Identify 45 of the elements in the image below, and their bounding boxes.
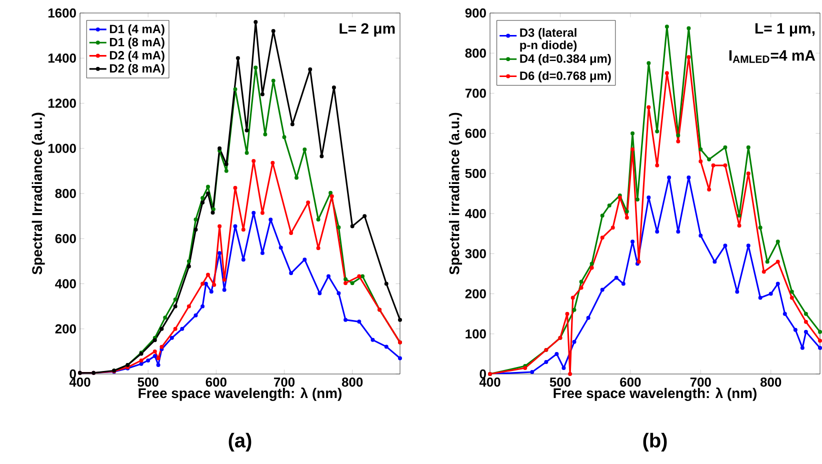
- y-tick-label: 400: [55, 279, 76, 288]
- x-tick-label: 400: [69, 378, 90, 387]
- legend-label: D3 (lateral p-n diode): [520, 28, 577, 52]
- x-tick-label: 700: [690, 378, 711, 387]
- y-tick-label: 100: [466, 329, 486, 338]
- text: (b): [643, 432, 667, 452]
- y-tick-label: 0: [480, 369, 486, 379]
- legend-label: D1 (8 mA): [110, 38, 164, 49]
- y-tick-label: 900: [465, 8, 486, 18]
- y-tick-label: 800: [55, 188, 76, 198]
- x-tick-label: 800: [342, 378, 363, 387]
- y-tick-label: 600: [55, 234, 76, 244]
- x-tick-label: 800: [760, 378, 782, 387]
- y-tick-label: 1000: [48, 144, 76, 153]
- x-tick-label: 600: [620, 378, 641, 387]
- annotation: I$_{AMLED}$=4 mA: [729, 50, 816, 63]
- y-tick-label: 1200: [48, 98, 76, 108]
- y-tick-label: 300: [465, 249, 486, 258]
- text: (a): [228, 432, 252, 452]
- x-tick-label: 400: [479, 378, 500, 387]
- y-tick-label: 200: [465, 289, 486, 298]
- x-axis-title: Free space wavelength: λ (nm): [138, 388, 342, 401]
- x-tick-label: 500: [138, 378, 158, 387]
- y-tick-label: 700: [465, 88, 486, 98]
- legend-label: D2 (4 mA): [110, 50, 164, 62]
- y-tick-label: 800: [465, 48, 486, 58]
- y-axis-title: Spectral irradiance (a.u.): [449, 112, 462, 274]
- y-tick-label: 200: [55, 324, 76, 334]
- x-tick-label: 700: [274, 378, 295, 387]
- legend-label: D2 (8 mA): [110, 64, 164, 75]
- y-tick-label: 1600: [48, 8, 76, 18]
- x-tick-label: 600: [206, 378, 226, 387]
- y-tick-label: 0: [70, 369, 76, 379]
- annotation: L= 2 μm: [340, 23, 395, 37]
- y-tick-label: 500: [465, 168, 486, 178]
- legend-label: D6 (d=0.768 μm): [520, 71, 611, 82]
- legend-label: D1 (4 mA): [110, 24, 164, 36]
- legend-label: D4 (d=0.384 μm): [520, 54, 611, 66]
- x-axis-title: Free space wavelength: λ (nm): [554, 388, 756, 401]
- y-tick-label: 600: [465, 128, 486, 138]
- y-tick-label: 1400: [48, 54, 76, 63]
- y-axis-title: Spectral Irradiance (a.u.): [32, 112, 45, 274]
- y-tick-label: 400: [465, 208, 486, 218]
- x-tick-label: 500: [550, 378, 570, 387]
- annotation: L= 1 μm,: [755, 23, 815, 37]
